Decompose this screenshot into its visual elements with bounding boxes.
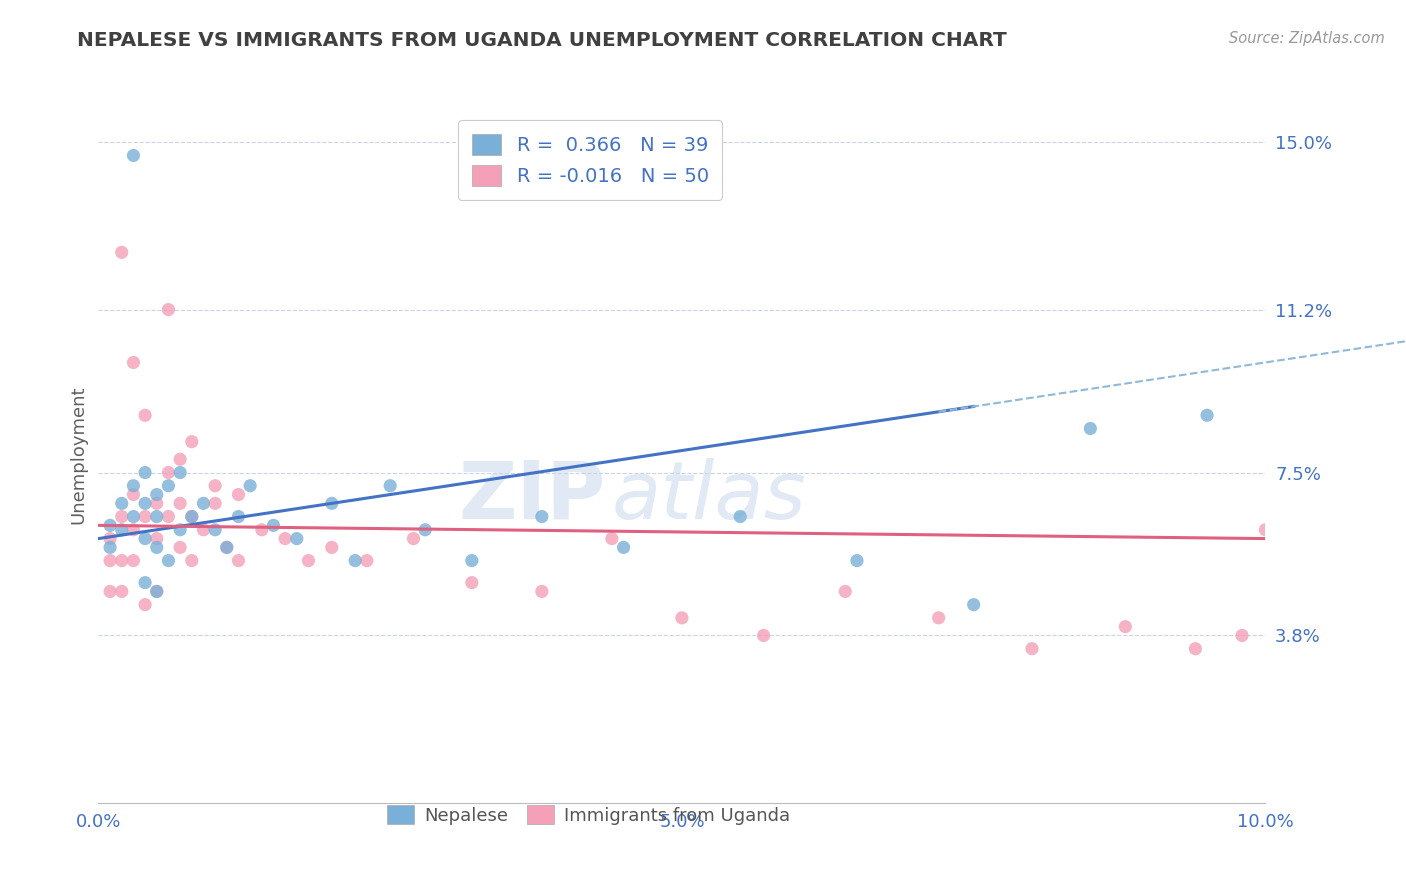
Point	[157, 509, 180, 524]
Point	[146, 487, 169, 501]
Point	[134, 496, 156, 510]
Point	[134, 598, 156, 612]
Point	[1195, 409, 1218, 423]
Point	[169, 496, 191, 510]
Point	[146, 509, 169, 524]
Point	[180, 509, 202, 524]
Point	[122, 523, 145, 537]
Point	[250, 523, 273, 537]
Point	[297, 553, 319, 567]
Point	[134, 409, 156, 423]
Point	[228, 553, 250, 567]
Point	[612, 541, 634, 555]
Legend: Nepalese, Immigrants from Uganda: Nepalese, Immigrants from Uganda	[380, 798, 797, 832]
Point	[228, 509, 250, 524]
Point	[274, 532, 297, 546]
Point	[228, 487, 250, 501]
Point	[122, 148, 145, 162]
Point	[193, 523, 215, 537]
Point	[180, 434, 202, 449]
Point	[111, 245, 134, 260]
Point	[730, 509, 752, 524]
Point	[1184, 641, 1206, 656]
Point	[157, 479, 180, 493]
Point	[157, 553, 180, 567]
Point	[344, 553, 367, 567]
Point	[962, 598, 984, 612]
Point	[180, 509, 202, 524]
Point	[204, 523, 226, 537]
Point	[169, 452, 191, 467]
Point	[146, 532, 169, 546]
Point	[111, 553, 134, 567]
Point	[111, 496, 134, 510]
Point	[204, 479, 226, 493]
Text: ZIP: ZIP	[458, 458, 606, 536]
Point	[146, 584, 169, 599]
Y-axis label: Unemployment: Unemployment	[69, 385, 87, 524]
Point	[215, 541, 238, 555]
Point	[402, 532, 425, 546]
Point	[111, 523, 134, 537]
Point	[98, 584, 121, 599]
Point	[461, 575, 484, 590]
Point	[98, 518, 121, 533]
Point	[380, 479, 402, 493]
Point	[671, 611, 693, 625]
Point	[530, 584, 553, 599]
Point	[169, 523, 191, 537]
Point	[146, 496, 169, 510]
Point	[122, 479, 145, 493]
Point	[1230, 628, 1253, 642]
Point	[239, 479, 262, 493]
Point	[285, 532, 308, 546]
Point	[180, 553, 202, 567]
Point	[146, 584, 169, 599]
Point	[413, 523, 436, 537]
Point	[1080, 421, 1102, 435]
Point	[134, 509, 156, 524]
Point	[169, 541, 191, 555]
Text: atlas: atlas	[612, 458, 807, 536]
Point	[1114, 620, 1136, 634]
Point	[1021, 641, 1043, 656]
Point	[461, 553, 484, 567]
Point	[752, 628, 775, 642]
Point	[169, 466, 191, 480]
Point	[134, 466, 156, 480]
Point	[122, 553, 145, 567]
Point	[204, 496, 226, 510]
Point	[134, 532, 156, 546]
Point	[134, 575, 156, 590]
Point	[846, 553, 869, 567]
Point	[122, 355, 145, 369]
Point	[157, 302, 180, 317]
Point	[122, 487, 145, 501]
Point	[98, 553, 121, 567]
Point	[146, 541, 169, 555]
Point	[530, 509, 553, 524]
Point	[111, 509, 134, 524]
Point	[98, 541, 121, 555]
Point	[157, 466, 180, 480]
Point	[834, 584, 856, 599]
Point	[321, 541, 343, 555]
Point	[928, 611, 950, 625]
Point	[111, 584, 134, 599]
Text: Source: ZipAtlas.com: Source: ZipAtlas.com	[1229, 31, 1385, 46]
Point	[193, 496, 215, 510]
Point	[356, 553, 378, 567]
Point	[321, 496, 343, 510]
Point	[98, 532, 121, 546]
Point	[122, 509, 145, 524]
Text: NEPALESE VS IMMIGRANTS FROM UGANDA UNEMPLOYMENT CORRELATION CHART: NEPALESE VS IMMIGRANTS FROM UGANDA UNEMP…	[77, 31, 1007, 50]
Point	[215, 541, 238, 555]
Point	[600, 532, 623, 546]
Point	[1254, 523, 1277, 537]
Point	[262, 518, 284, 533]
